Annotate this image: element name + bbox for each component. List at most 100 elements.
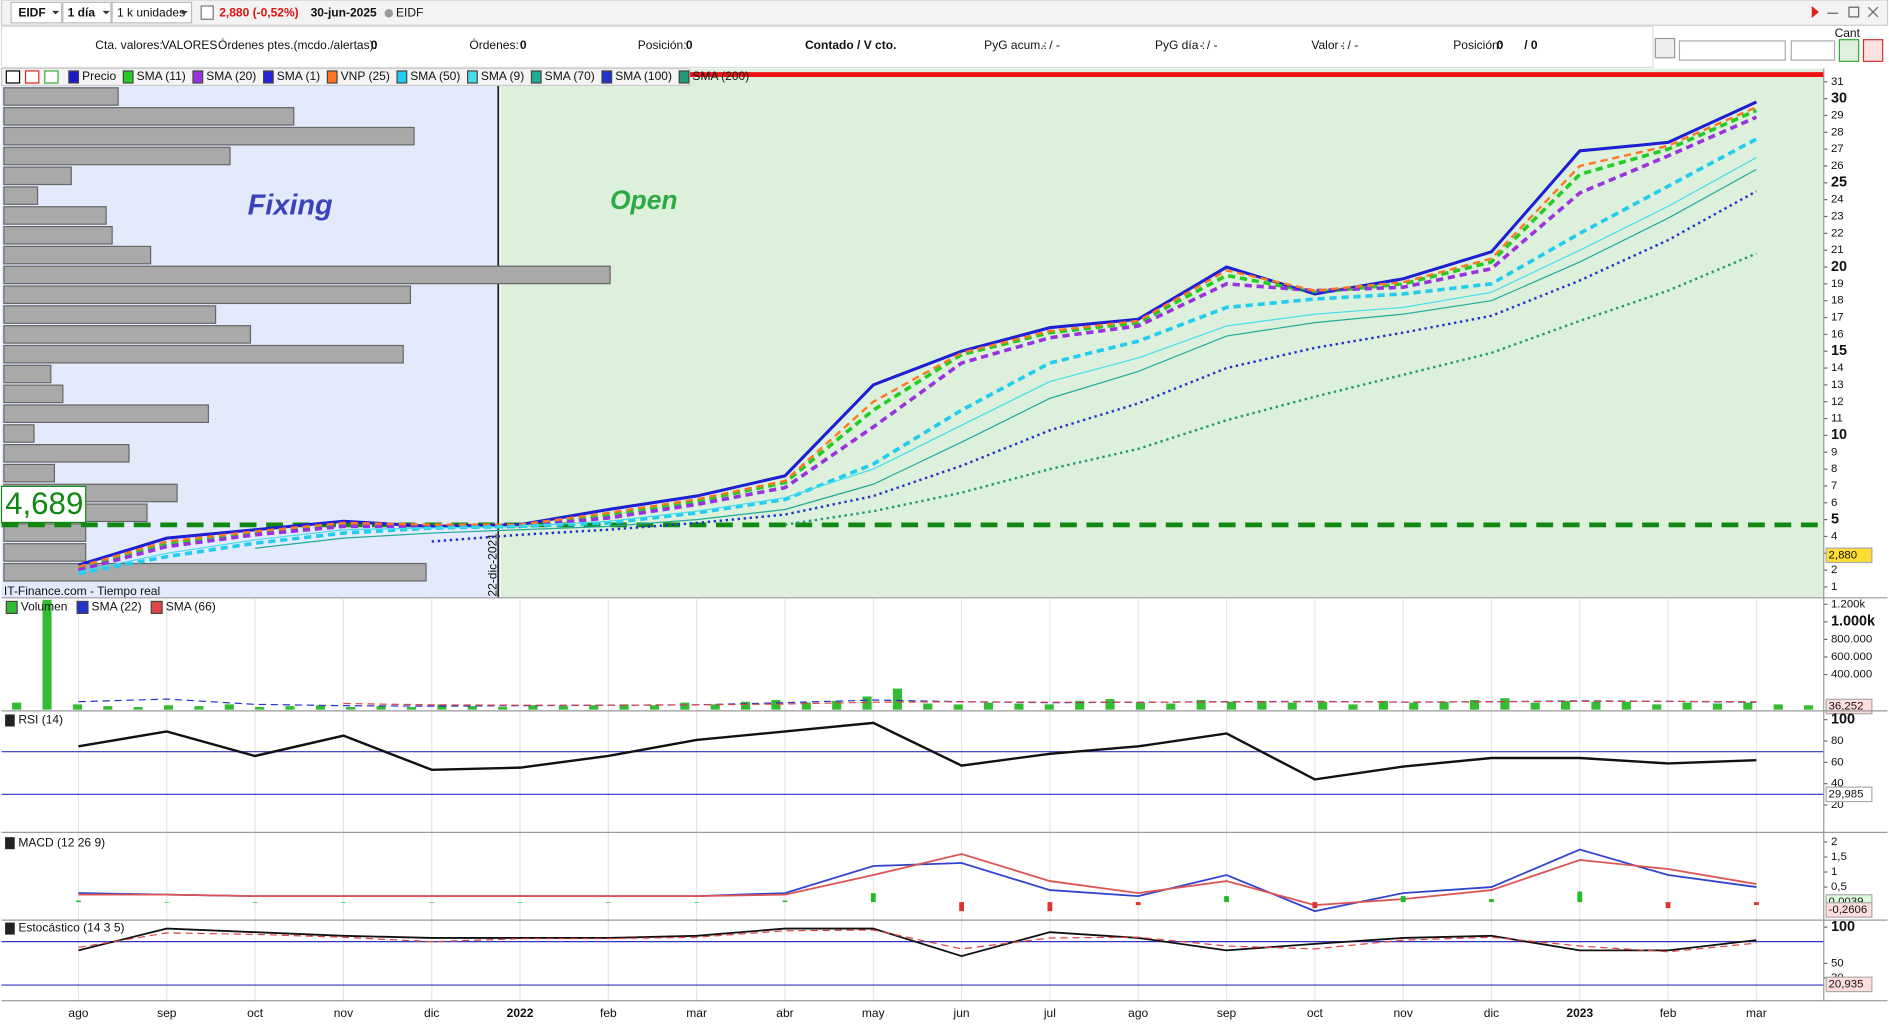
volume-bar: [1287, 702, 1297, 710]
legend-swatch[interactable]: [601, 70, 613, 84]
market: EIDF: [396, 5, 423, 19]
volume-bar: [437, 704, 447, 710]
window-buttons[interactable]: [1827, 6, 1879, 18]
y-tick-label: 100: [1831, 711, 1855, 727]
legend-label[interactable]: VNP (25): [341, 69, 390, 83]
buy-button[interactable]: [1838, 39, 1860, 62]
profile-bar: [3, 562, 427, 582]
y-tick-label: 31: [1831, 76, 1844, 88]
volume-bar: [1804, 705, 1814, 710]
y-tick-label: 6: [1831, 497, 1837, 509]
refresh-icon[interactable]: [1811, 6, 1819, 19]
volume-bar: [1773, 704, 1783, 710]
histogram-bar: [341, 902, 346, 903]
series-line: [343, 700, 1757, 706]
panel-title[interactable]: MACD (12 26 9): [18, 835, 105, 849]
panel-title[interactable]: RSI (14): [18, 713, 63, 727]
legend-label[interactable]: SMA (1): [277, 69, 320, 83]
legend-swatch[interactable]: [466, 70, 478, 84]
volume-bar: [315, 705, 325, 710]
panel-title[interactable]: Estocástico (14 3 5): [18, 921, 124, 935]
volume-bar: [528, 705, 538, 710]
y-tick-label: 30: [1831, 90, 1847, 106]
histogram-bar: [1665, 902, 1671, 909]
y-tick-label: 800.000: [1831, 633, 1872, 645]
legend-swatch[interactable]: [262, 70, 274, 84]
histogram-bar: [1400, 896, 1406, 903]
y-tick-label: 400.000: [1831, 669, 1872, 681]
open-zone: [500, 68, 1824, 598]
interval: 1 día: [68, 5, 96, 19]
histogram-bar: [605, 902, 611, 903]
x-tick-label: ago: [68, 1006, 88, 1020]
y-tick-label: 50: [1831, 957, 1844, 969]
sell-button[interactable]: [1862, 39, 1884, 62]
legend-label[interactable]: Volumen: [21, 600, 68, 614]
legend-swatch[interactable]: [396, 70, 408, 84]
info-icon[interactable]: [200, 5, 214, 20]
histogram-bar: [959, 902, 964, 912]
x-tick-label: jul: [1043, 1006, 1056, 1020]
account-item: 0: [520, 38, 527, 52]
volume-bar: [194, 706, 204, 710]
legend-label[interactable]: SMA (100): [615, 69, 672, 83]
legend-swatch[interactable]: [326, 70, 338, 84]
legend-label[interactable]: SMA (70): [545, 69, 595, 83]
account-item: Órdenes:: [469, 37, 518, 52]
legend-swatch[interactable]: [192, 70, 204, 84]
volume-bar: [1409, 702, 1419, 710]
legend-label[interactable]: SMA (11): [137, 69, 186, 83]
y-tick-label: 27: [1831, 143, 1844, 155]
legend-label[interactable]: SMA (20): [206, 69, 256, 83]
legend-swatch[interactable]: [122, 70, 134, 84]
series-line: [78, 929, 1757, 953]
volume-bar: [1439, 701, 1449, 710]
legend-swatch[interactable]: [678, 70, 690, 84]
account-items: Cta. valores:VALORES Órdenes ptes.(mcdo./…: [95, 37, 1538, 52]
profile-bar: [3, 285, 412, 305]
volume-bar: [1135, 702, 1145, 710]
value-badge-label: 20,935: [1829, 978, 1864, 990]
volume-bar: [224, 704, 234, 710]
volume-bar: [12, 702, 22, 710]
account-bar: [0, 25, 1654, 68]
legend-label[interactable]: Precio: [82, 69, 116, 83]
y-tick-label: 18: [1831, 295, 1844, 307]
symbol-dropdown[interactable]: [10, 1, 63, 24]
y-tick-label: 19: [1831, 278, 1844, 290]
x-tick-label: sep: [157, 1006, 177, 1020]
histogram-bar: [1753, 902, 1759, 906]
legend-label[interactable]: SMA (9): [481, 69, 524, 83]
histogram-bar: [517, 902, 523, 903]
legend-label[interactable]: SMA (200): [692, 69, 749, 83]
legend-swatch[interactable]: [76, 600, 89, 615]
volume-bar: [103, 706, 113, 710]
y-tick-label: 2: [1831, 836, 1837, 848]
volume-bar: [1318, 701, 1328, 710]
interval-dropdown[interactable]: [62, 1, 112, 24]
legend-tool[interactable]: [44, 70, 59, 84]
legend-tool[interactable]: [5, 70, 21, 84]
volume-bar: [801, 702, 811, 710]
order-combo[interactable]: [1678, 40, 1786, 61]
legend-tool[interactable]: [24, 70, 40, 84]
units-dropdown[interactable]: [111, 1, 193, 24]
x-tick-label: abr: [776, 1006, 793, 1020]
legend-label[interactable]: SMA (50): [410, 69, 460, 83]
profile-bar: [3, 225, 113, 245]
x-tick-label: 2022: [507, 1006, 534, 1020]
tool-button[interactable]: [1654, 37, 1676, 59]
legend-swatch[interactable]: [150, 600, 163, 615]
histogram-bar: [870, 893, 876, 903]
legend-swatch[interactable]: [530, 70, 542, 84]
legend-label[interactable]: SMA (66): [166, 600, 216, 614]
legend-swatch[interactable]: [5, 600, 18, 615]
profile-bar: [3, 543, 87, 562]
legend-label[interactable]: SMA (22): [92, 600, 142, 614]
legend-swatch[interactable]: [68, 70, 80, 84]
volume-bar: [346, 707, 356, 710]
profile-bar: [3, 265, 611, 285]
volume-bar: [1469, 699, 1480, 710]
quantity-input[interactable]: [1790, 40, 1836, 61]
histogram-bar: [429, 902, 435, 903]
